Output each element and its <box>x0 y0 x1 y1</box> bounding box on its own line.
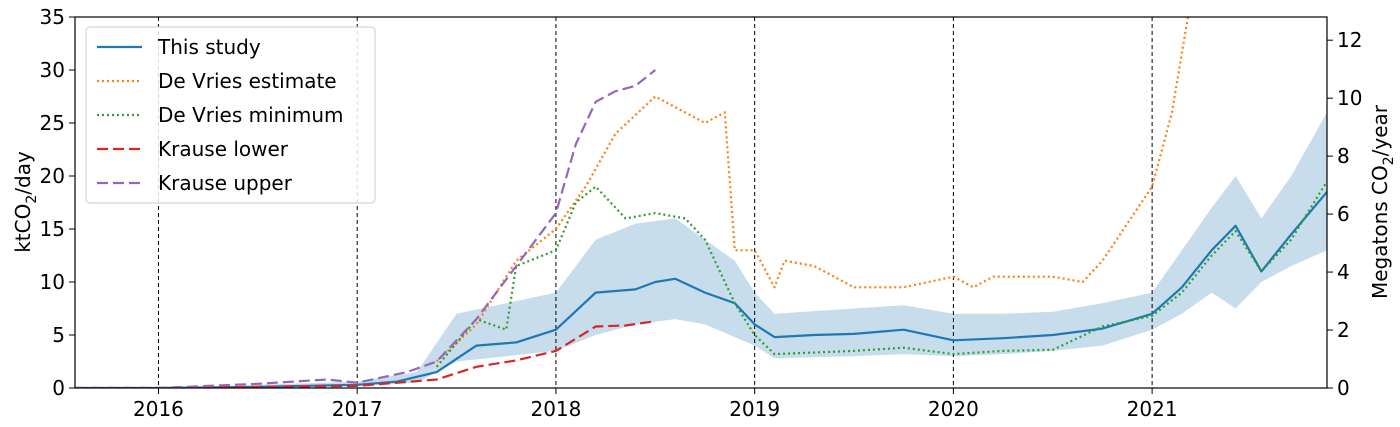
y-tick-label-right: 2 <box>1337 318 1350 342</box>
x-tick-label: 2016 <box>133 397 184 421</box>
series-line-krause-upper <box>75 69 656 388</box>
y-tick-label-right: 4 <box>1337 260 1350 284</box>
legend-label-krause-upper: Krause upper <box>158 171 293 195</box>
y-tick-label-right: 10 <box>1337 86 1362 110</box>
series-line-krause-lower <box>75 320 656 388</box>
x-tick-label: 2018 <box>530 397 581 421</box>
series-line-de-vries-minimum <box>435 180 1327 368</box>
y-tick-label-left: 0 <box>52 376 65 400</box>
y-tick-label-right: 6 <box>1337 202 1350 226</box>
y-tick-label-left: 20 <box>40 164 65 188</box>
x-tick-label: 2020 <box>928 397 979 421</box>
y-tick-label-left: 25 <box>40 111 65 135</box>
y-tick-label-right: 12 <box>1337 28 1362 52</box>
legend: This study De Vries estimate De Vries mini… <box>85 26 376 204</box>
y-tick-label-left: 15 <box>40 217 65 241</box>
series-line-de-vries-estimate <box>435 17 1189 363</box>
y-tick-label-left: 30 <box>40 58 65 82</box>
x-tick-label: 2021 <box>1127 397 1178 421</box>
y-tick-label-left: 10 <box>40 270 65 294</box>
series-line-this-study <box>75 191 1327 388</box>
x-tick-label: 2017 <box>332 397 383 421</box>
legend-label-krause-lower: Krause lower <box>158 137 289 161</box>
x-tick-label: 2019 <box>729 397 780 421</box>
y-tick-label-left: 5 <box>52 323 65 347</box>
y-tick-label-right: 8 <box>1337 144 1350 168</box>
legend-box <box>85 26 376 204</box>
legend-label-de-vries-estimate: De Vries estimate <box>158 69 337 93</box>
legend-label-de-vries-minimum: De Vries minimum <box>158 103 344 127</box>
legend-label-this-study: This study <box>157 35 261 59</box>
y-tick-label-left: 35 <box>40 5 65 29</box>
plot-frame <box>74 16 1328 389</box>
y-axis-label-right: Megatons CO2/year <box>1368 104 1397 299</box>
uncertainty-band <box>75 112 1327 388</box>
y-axis-label-left: ktCO2/day <box>11 151 40 253</box>
y-tick-label-right: 0 <box>1337 376 1350 400</box>
